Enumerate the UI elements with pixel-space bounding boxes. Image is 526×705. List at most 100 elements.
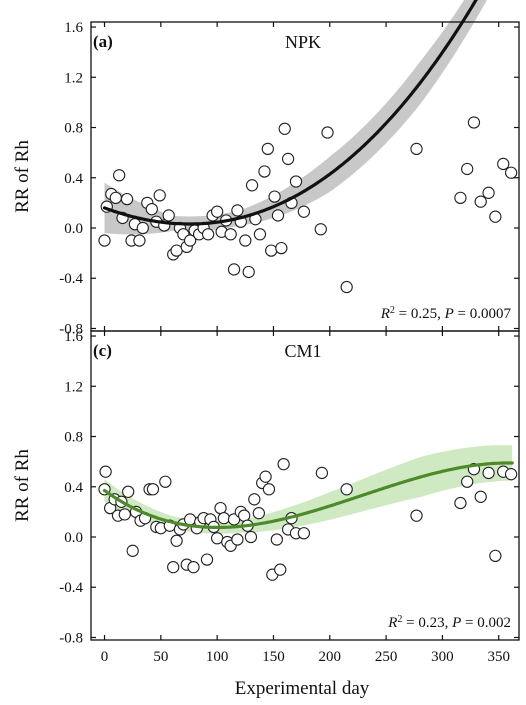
panel-a-data-point (210, 205, 224, 218)
panel-c-data-point (474, 490, 487, 503)
panel-a-data-point (497, 157, 510, 171)
panel-a-data-point (145, 203, 158, 216)
panel-a-statistics: R2 = 0.25, P = 0.0007 (380, 305, 512, 323)
panel-c-data-point (244, 530, 258, 544)
panel-c-data-point (126, 544, 139, 557)
panel-c-ticks: -0.8 -0.4 0.0 0.4 0.8 1.2 1.6 0 50 100 150 200 250 30… (59, 329, 519, 665)
panel-a-data-point (98, 234, 111, 247)
panel-a-data-point (109, 191, 122, 205)
x-tick-label: 0 (101, 649, 109, 665)
panel-a-title: NPK (285, 32, 321, 52)
panel-a-data-point (227, 263, 241, 276)
panel-c-data-point (167, 560, 180, 574)
panel-c-y-tick-label: 0.0 (64, 530, 83, 546)
panel-a-data-point (162, 209, 175, 222)
panel-a-data-point (239, 234, 252, 247)
panel-c-y-tick-label: -0.4 (59, 580, 83, 596)
panel-c-data-point (122, 485, 135, 498)
panel-a-data-point (454, 191, 467, 205)
panel-c-y-tick-label: 1.2 (64, 379, 83, 395)
panel-c-data-point (214, 501, 227, 515)
panel-a-data-point (258, 165, 271, 178)
panel-a-data-point (281, 152, 295, 166)
panel-c-statistics: R2 = 0.23, P = 0.002 (387, 614, 511, 632)
panel-c-data-point (315, 466, 329, 480)
panel-c-data-point (262, 483, 276, 496)
panel-a-data-point (482, 186, 495, 199)
panel-c-data-point (259, 470, 272, 483)
panel-c-data-point (187, 560, 200, 574)
panel-a-data-point (133, 234, 146, 247)
panel-c-r2-value: 0.23 (418, 615, 444, 631)
panel-a-data-point (321, 126, 334, 139)
panel-a-data-point (271, 209, 285, 222)
panel-a-fit-line (102, 0, 478, 226)
panel-a-data-point (113, 169, 126, 182)
panel-c-data-point (231, 533, 244, 546)
panel-a-data-point (253, 228, 267, 241)
panel-a-data-point (278, 122, 291, 135)
panel-a-data-point (340, 280, 353, 294)
panel-c-data-point (270, 533, 283, 546)
panel-a-data-point (261, 142, 274, 156)
panel-c-fit-line (102, 461, 514, 529)
panel-a-points (98, 116, 518, 294)
x-tick-label: 300 (431, 649, 454, 665)
x-axis-label: Experimental day (235, 678, 370, 699)
panel-a-data-point (170, 244, 183, 257)
panel-a-data-point (153, 189, 166, 202)
panel-a-data-point (474, 195, 487, 208)
panel-c-data-point (461, 475, 474, 488)
panel-a-data-point (201, 228, 215, 241)
panel-a-fit (102, 0, 478, 226)
panel-c-data-point (410, 509, 423, 522)
panel-c-label: (c) (93, 341, 112, 360)
panel-c-data-point (277, 457, 290, 471)
panel-a-data-point (245, 179, 259, 192)
panel-a-data-point (231, 204, 244, 217)
panel-c-data-point (248, 493, 261, 506)
panel-c-y-axis-label: RR of Rh (12, 449, 33, 522)
panel-c-frame (90, 330, 520, 641)
panel-c-data-point (238, 509, 251, 522)
panel-a-y-tick-label: 0.4 (64, 171, 83, 187)
x-tick-label: 50 (153, 649, 168, 665)
panel-c-p-value: 0.002 (477, 615, 511, 631)
panel-a-y-tick-label: -0.8 (59, 321, 83, 337)
panel-c-data-point (210, 532, 224, 545)
panel-a-data-point (183, 234, 197, 247)
panel-a: -0.8 -0.4 0.0 0.4 0.8 1.2 1.6 (a) NPK RR of Rh… (12, 0, 520, 337)
panel-c-data-point (159, 475, 172, 488)
panel-a-data-point (275, 241, 288, 255)
panel-a-label: (a) (93, 32, 113, 51)
panel-c-data-point (217, 512, 231, 525)
panel-a-y-tick-label: 0.8 (64, 121, 83, 137)
panel-a-data-point (410, 142, 423, 156)
panel-a-data-point (120, 192, 134, 206)
x-tick-label: 150 (262, 649, 285, 665)
panel-c-y-tick-label: -0.8 (59, 630, 83, 646)
panel-c-data-point (252, 506, 265, 520)
panel-c-band-area (104, 445, 513, 534)
x-tick-label: 200 (319, 649, 342, 665)
panel-a-y-tick-label: 1.6 (64, 20, 83, 36)
panel-a-p-value: 0.0007 (470, 306, 512, 322)
panel-a-y-tick-label: 0.0 (64, 221, 83, 237)
panel-a-data-point (265, 244, 278, 257)
panel-a-y-tick-label: -0.4 (59, 271, 83, 287)
panel-c-data-point (200, 553, 214, 566)
panel-a-data-point (504, 166, 518, 179)
x-tick-label: 350 (487, 649, 510, 665)
panel-c-title: CM1 (284, 341, 321, 361)
panel-c-y-tick-label: 0.8 (64, 430, 83, 446)
panel-a-ticks: -0.8 -0.4 0.0 0.4 0.8 1.2 1.6 (59, 20, 519, 337)
panel-c-data-point (489, 549, 502, 562)
panel-a-data-point (242, 265, 255, 279)
panel-c-data-point (454, 496, 467, 510)
panel-c-y-tick-label: 0.4 (64, 480, 83, 496)
panel-a-data-point (136, 221, 149, 235)
panel-a-data-point (224, 228, 237, 241)
panel-c-data-point (99, 465, 112, 478)
panel-c-data-point (118, 508, 131, 521)
